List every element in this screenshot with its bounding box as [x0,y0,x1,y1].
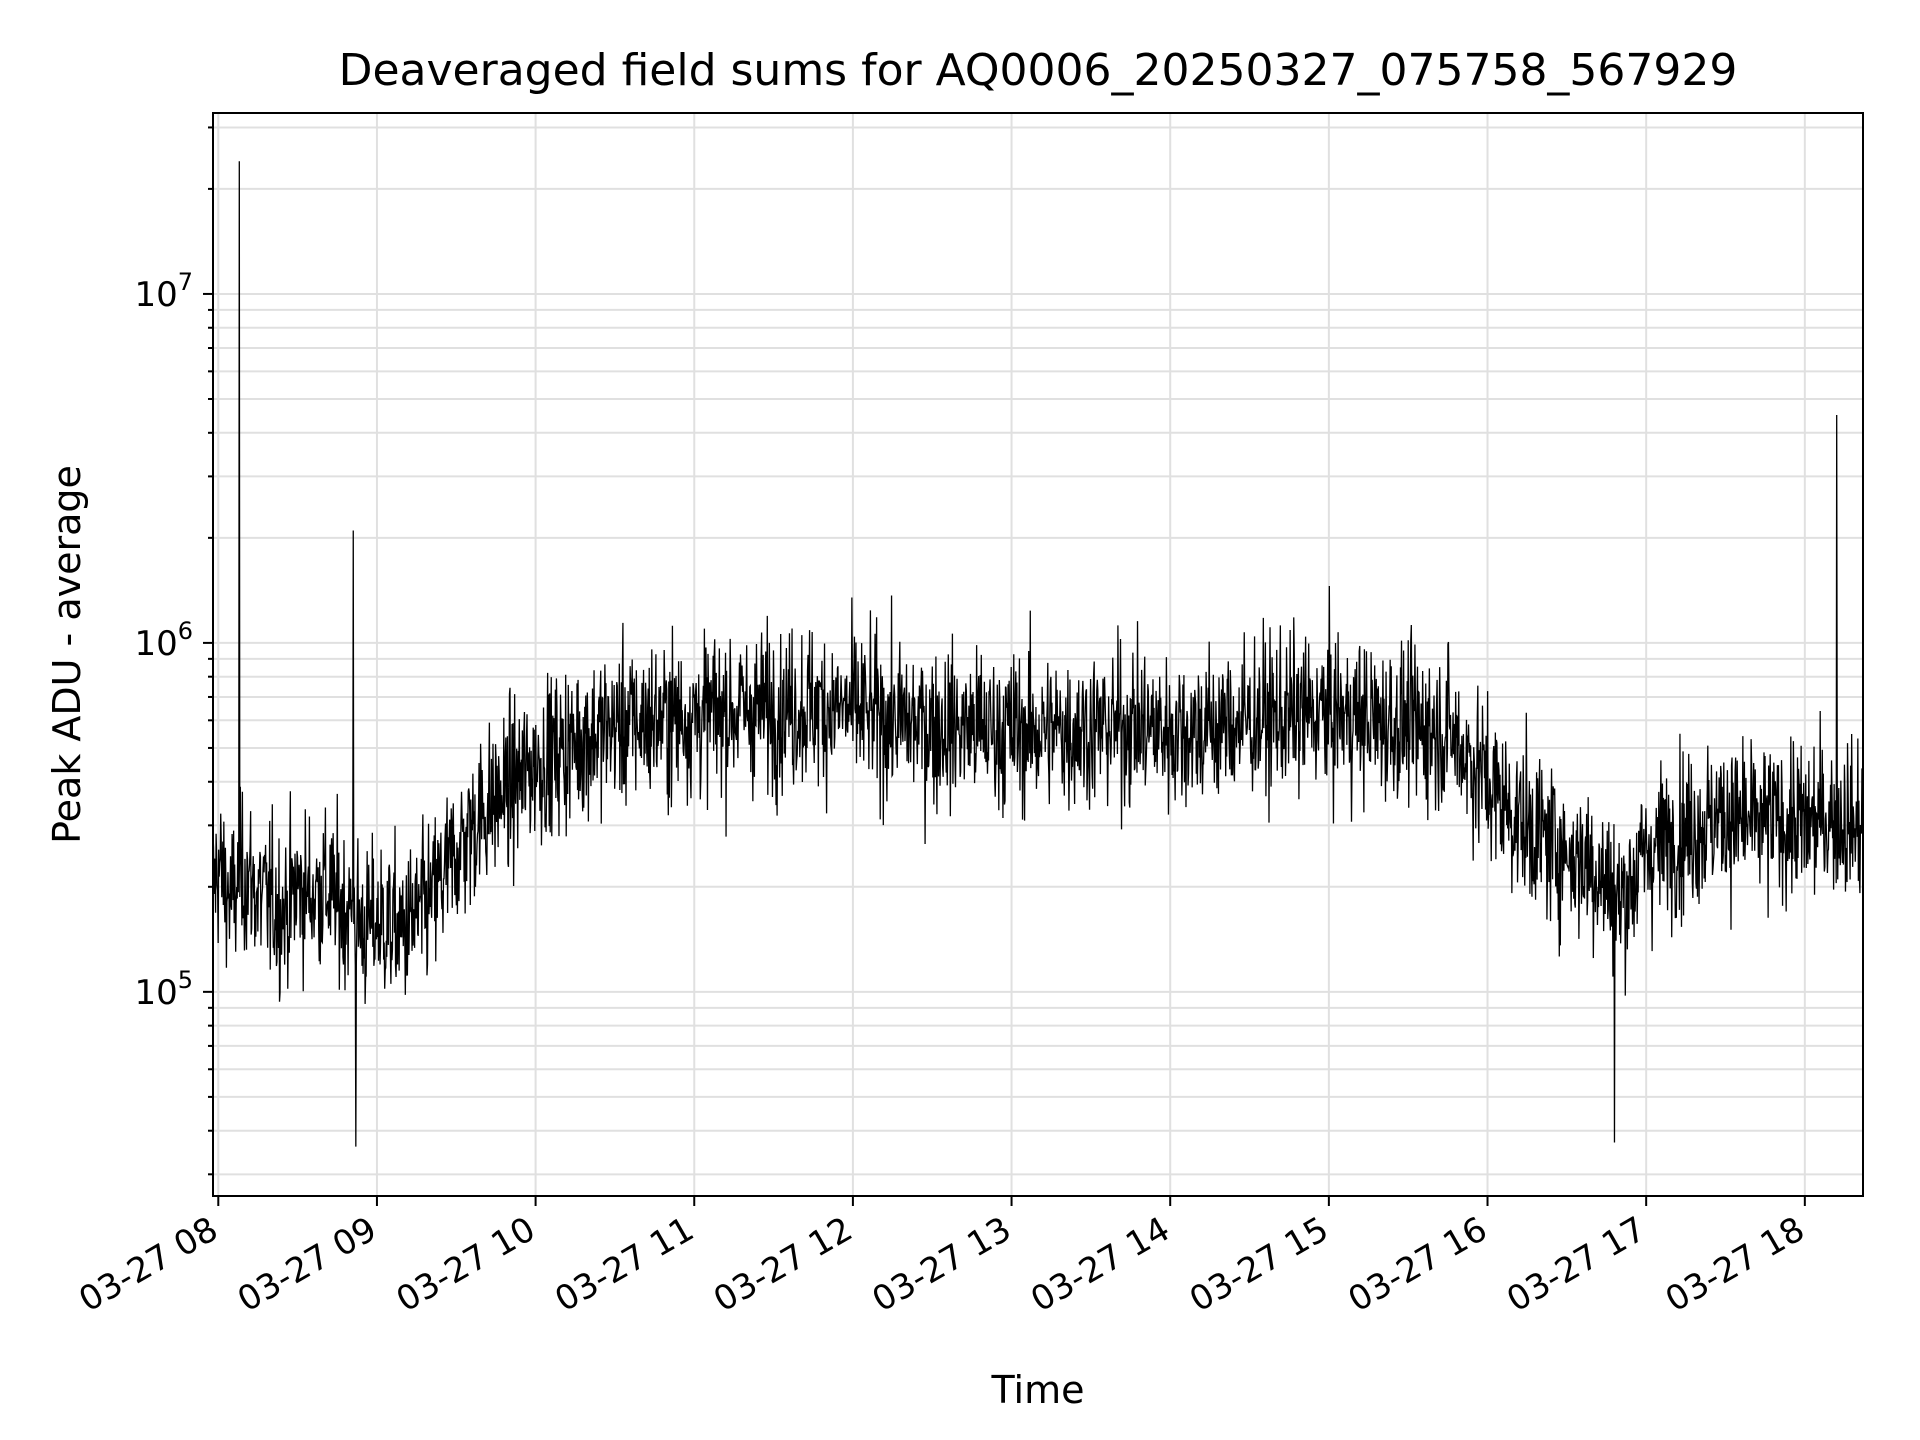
y-tick-base: 10 [134,275,177,315]
y-tick-label: 106 [134,617,193,664]
plot-area [213,161,1863,1147]
y-tick-exponent: 6 [178,617,193,645]
y-tick-base: 10 [134,973,177,1013]
y-tick-label: 107 [134,268,193,315]
y-tick-exponent: 7 [178,268,193,296]
series-line [213,161,1863,1147]
plot-frame [212,112,1864,1197]
y-tick-exponent: 5 [178,966,193,994]
x-axis-label: Time [991,1368,1085,1412]
y-tick-base: 10 [134,624,177,664]
chart-title: Deaveraged field sums for AQ0006_2025032… [339,45,1738,96]
y-tick-label: 105 [134,966,193,1013]
y-axis-label: Peak ADU - average [45,465,89,844]
